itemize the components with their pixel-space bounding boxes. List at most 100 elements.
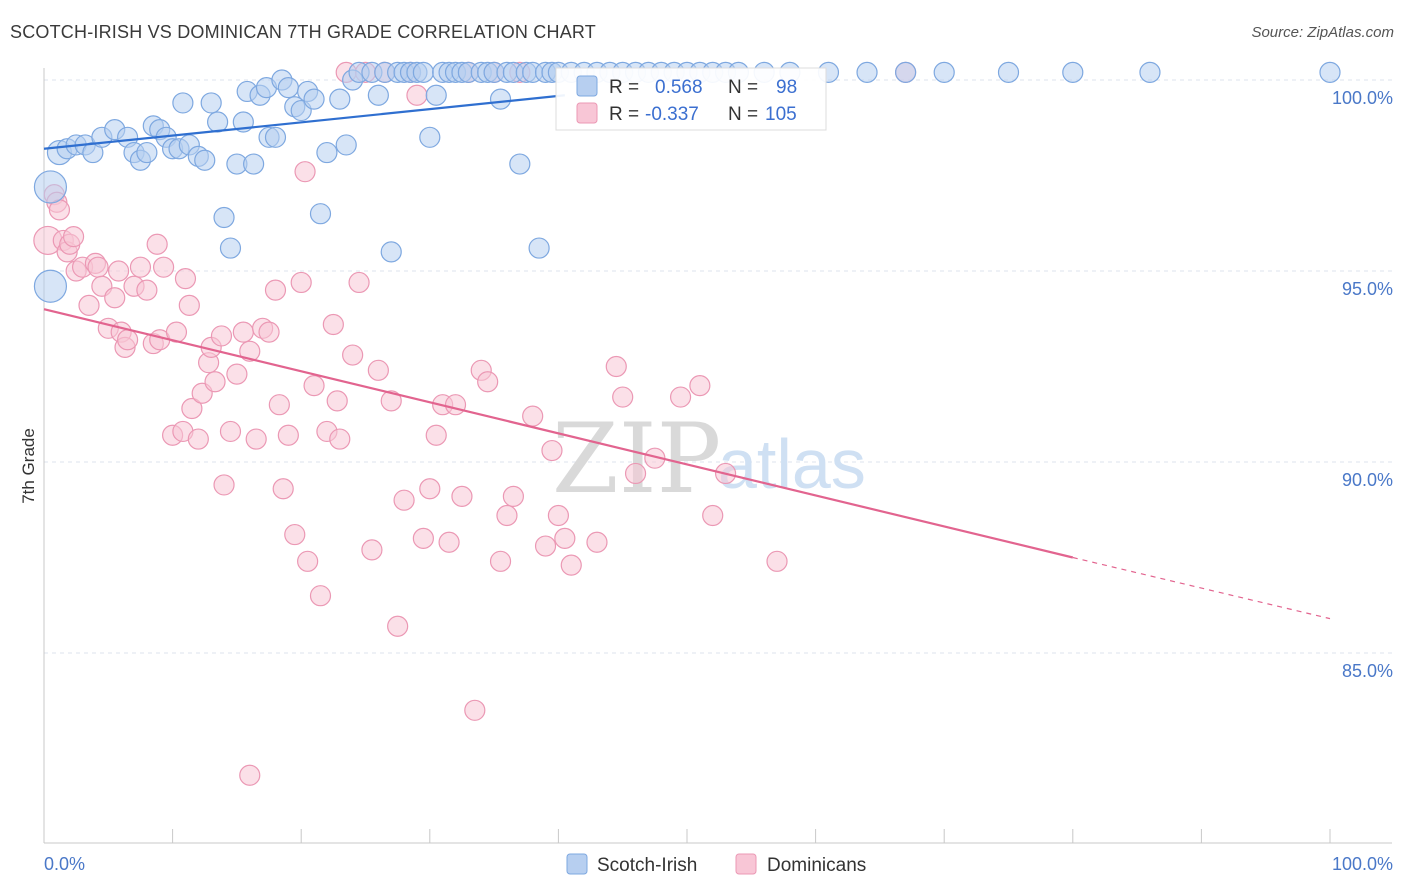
dominicans-point <box>290 271 312 294</box>
bottom-legend-dominicans: Dominicans <box>767 855 866 876</box>
scotch-irish-point <box>277 77 299 99</box>
legend-n-label-1: N = <box>728 77 758 98</box>
scotch-irish-point <box>997 61 1020 83</box>
dominicans-point <box>438 531 460 553</box>
x-tick-labels: 0.0% 100.0% <box>44 854 1393 874</box>
dominicans-point <box>245 428 267 450</box>
dominicans-point <box>264 279 287 301</box>
y-tick-label: 95.0% <box>1342 279 1393 299</box>
dominicans-point <box>689 375 711 397</box>
legend-r-value-1: 0.568 <box>655 77 703 98</box>
scotch-irish-point <box>200 92 222 114</box>
y-tick-label: 100.0% <box>1332 88 1393 108</box>
dominicans-point <box>612 386 634 408</box>
dominicans-point <box>303 375 325 397</box>
dominicans-point <box>451 485 473 507</box>
chart-title: SCOTCH-IRISH VS DOMINICAN 7TH GRADE CORR… <box>10 22 596 42</box>
trend-line-dominicans-extension <box>1072 556 1331 620</box>
scotch-irish-point <box>207 111 229 133</box>
dominicans-point <box>277 424 299 446</box>
scotch-irish-point <box>1139 61 1161 83</box>
trend-lines <box>43 94 1331 620</box>
dominicans-point <box>181 397 203 420</box>
source-label: Source: ZipAtlas.com <box>1251 24 1394 41</box>
dominicans-point <box>464 699 486 721</box>
dominicans-point <box>419 478 441 500</box>
dominicans-point <box>444 394 467 416</box>
dominicans-point <box>361 539 383 561</box>
scotch-irish-point <box>509 153 531 175</box>
dominicans-point <box>104 287 126 309</box>
dominicans-point <box>62 226 85 248</box>
dominicans-point <box>425 424 447 446</box>
scotch-irish-point <box>856 61 878 83</box>
dominicans-point <box>624 462 647 485</box>
dominicans-point <box>554 527 576 550</box>
dominicans-point <box>605 355 627 378</box>
scotch-irish-point <box>419 126 441 148</box>
dominicans-point <box>187 428 209 450</box>
x-tick-label: 0.0% <box>44 854 85 874</box>
legend-background <box>555 67 827 131</box>
scotch-irish-point <box>1319 61 1341 83</box>
scotch-irish-point <box>33 269 68 303</box>
scotch-irish-point <box>412 61 434 83</box>
legend-r-label-2: R = <box>609 104 639 125</box>
dominicans-point <box>387 615 409 637</box>
dominicans-point <box>87 256 109 278</box>
legend-n-label-2: N = <box>728 104 758 125</box>
watermark-atlas: atlas <box>718 425 866 503</box>
dominicans-point <box>367 359 389 381</box>
dominicans-point <box>342 344 364 366</box>
bottom-legend-scotch-irish: Scotch-Irish <box>597 855 697 876</box>
dominicans-point <box>502 485 524 507</box>
scotch-irish-point <box>303 88 325 110</box>
bottom-legend: Scotch-Irish Dominicans <box>566 853 866 876</box>
scotch-irish-point <box>895 61 917 83</box>
dominicans-point <box>107 260 130 282</box>
scotch-irish-point <box>309 203 332 225</box>
scotch-irish-point <box>219 237 242 259</box>
scotch-irish-point <box>1062 61 1084 83</box>
scotch-irish-point <box>172 92 194 114</box>
dominicans-point <box>174 268 197 290</box>
trend-line-scotch-irish <box>43 94 565 150</box>
dominicans-point <box>239 340 261 362</box>
dominicans-point <box>239 764 261 786</box>
dominicans-point <box>226 363 248 385</box>
dominicans-point <box>702 504 724 527</box>
scotch-irish-point <box>243 153 265 175</box>
dominicans-point <box>322 313 344 336</box>
dominicans-point <box>78 294 100 316</box>
y-tick-labels: 100.0% 95.0% 90.0% 85.0% <box>1332 88 1393 681</box>
dominicans-point <box>586 531 608 553</box>
scotch-irish-point <box>316 141 338 164</box>
scotch-irish-point <box>528 237 550 259</box>
scotch-irish-point <box>329 88 351 110</box>
y-axis-label: 7th Grade <box>19 428 38 504</box>
scotch-irish-point <box>264 126 287 148</box>
axes <box>43 68 1392 844</box>
dominicans-point <box>380 390 402 412</box>
dominicans-point <box>329 428 351 450</box>
dominicans-point <box>258 321 280 343</box>
dominicans-point <box>412 527 434 550</box>
dominicans-point <box>136 279 158 301</box>
legend-r-label-1: R = <box>609 77 639 98</box>
scotch-irish-point <box>425 84 447 106</box>
legend-swatch-scotch-irish <box>576 75 598 97</box>
dominicans-point <box>547 504 570 527</box>
dominicans-point <box>210 325 233 347</box>
trend-line-dominicans <box>43 308 1074 559</box>
dominicans-point <box>489 550 512 572</box>
scotch-irish-point <box>335 134 357 156</box>
dominicans-point <box>272 478 294 500</box>
dominicans-point <box>534 535 557 557</box>
dominicans-point <box>348 271 370 294</box>
watermark: ZIP atlas <box>552 403 866 515</box>
dominicans-point <box>393 489 415 511</box>
dominicans-point <box>129 256 152 278</box>
dominicans-point <box>213 474 235 496</box>
scotch-irish-point <box>489 88 512 110</box>
dominicans-point <box>146 233 168 255</box>
